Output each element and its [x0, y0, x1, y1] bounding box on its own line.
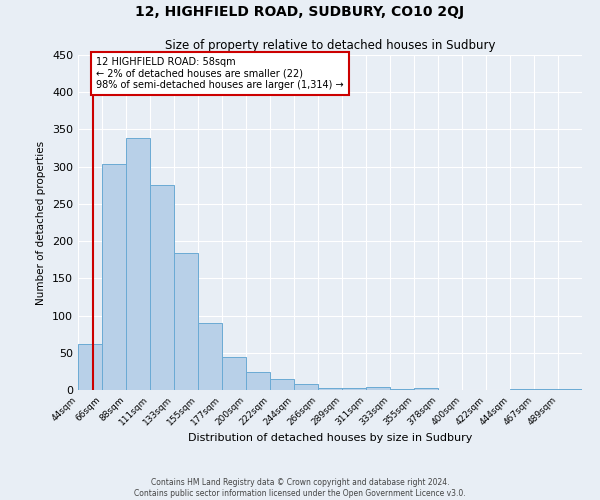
Bar	[126, 138, 150, 390]
Y-axis label: Number of detached properties: Number of detached properties	[37, 140, 46, 304]
Text: 12, HIGHFIELD ROAD, SUDBURY, CO10 2QJ: 12, HIGHFIELD ROAD, SUDBURY, CO10 2QJ	[136, 5, 464, 19]
Bar	[366, 387, 390, 390]
Bar	[78, 344, 102, 390]
Bar	[198, 323, 222, 390]
Bar	[150, 186, 174, 390]
Bar	[510, 388, 534, 390]
Bar	[102, 164, 126, 390]
Bar	[294, 384, 318, 390]
Bar	[174, 253, 198, 390]
Text: Contains HM Land Registry data © Crown copyright and database right 2024.
Contai: Contains HM Land Registry data © Crown c…	[134, 478, 466, 498]
Bar	[270, 379, 294, 390]
Bar	[318, 388, 342, 390]
Bar	[222, 356, 246, 390]
Bar	[534, 388, 558, 390]
Bar	[342, 388, 366, 390]
X-axis label: Distribution of detached houses by size in Sudbury: Distribution of detached houses by size …	[188, 432, 472, 442]
Bar	[414, 388, 438, 390]
Bar	[246, 372, 270, 390]
Text: 12 HIGHFIELD ROAD: 58sqm
← 2% of detached houses are smaller (22)
98% of semi-de: 12 HIGHFIELD ROAD: 58sqm ← 2% of detache…	[96, 57, 344, 90]
Title: Size of property relative to detached houses in Sudbury: Size of property relative to detached ho…	[165, 40, 495, 52]
